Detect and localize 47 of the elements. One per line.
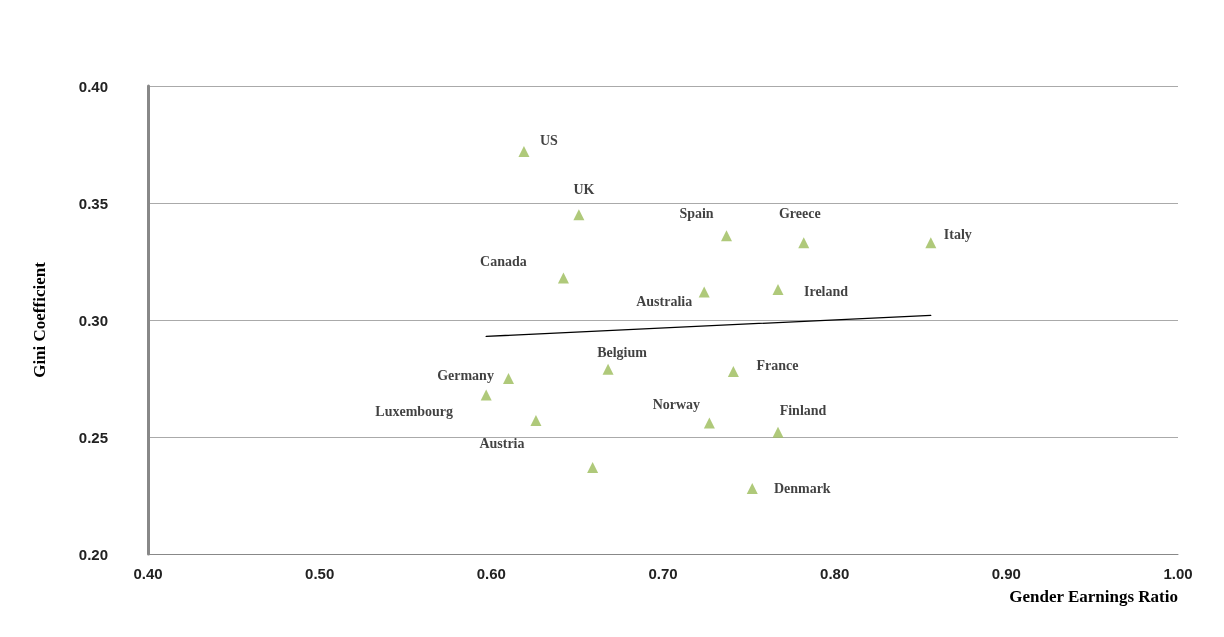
point <box>530 415 542 427</box>
annotation: France <box>756 357 799 373</box>
annotation: Finland <box>779 402 827 418</box>
x-tick-label: 0.40 <box>133 565 163 582</box>
x-axis-title: Gender Earnings Ratio <box>1009 587 1178 606</box>
annotation: Norway <box>652 397 701 413</box>
x-tick-label: 0.80 <box>820 565 850 582</box>
point <box>587 461 599 473</box>
x-tick-label: 0.90 <box>991 565 1021 582</box>
point <box>557 272 569 284</box>
point <box>573 209 585 221</box>
point <box>721 230 733 242</box>
y-tick-label: 0.20 <box>78 545 108 563</box>
annotation: Canada <box>480 254 527 270</box>
annotation: Greece <box>778 206 821 222</box>
y-tick-label: 0.35 <box>78 194 108 212</box>
annotation: Germany <box>437 368 494 383</box>
point <box>772 284 784 296</box>
point <box>746 482 758 494</box>
annotation: Austria <box>479 436 525 452</box>
x-tick-label: 0.50 <box>305 565 335 582</box>
point <box>772 426 784 438</box>
annotation: Ireland <box>803 284 849 300</box>
annotation: UK <box>573 182 595 198</box>
y-tick-label: 0.30 <box>78 311 108 329</box>
annotation: Italy <box>943 227 972 243</box>
annotation: Denmark <box>773 480 831 496</box>
point <box>503 373 514 384</box>
annotation: Belgium <box>597 344 648 360</box>
point <box>602 363 614 375</box>
annotation: Luxembourg <box>375 404 454 420</box>
annotation: Spain <box>679 206 714 222</box>
y-tick-label: 0.25 <box>78 428 108 446</box>
x-tick-label: 1.00 <box>1163 565 1193 582</box>
point <box>798 237 810 249</box>
point <box>518 146 530 158</box>
x-tick-label: 0.70 <box>648 565 678 582</box>
y-axis-title: Gini Coefficient <box>30 261 49 378</box>
annotation: Australia <box>636 294 693 310</box>
y-tick-label: 0.40 <box>78 77 108 95</box>
point <box>703 417 715 429</box>
annotation: US <box>540 133 559 149</box>
point <box>698 286 710 298</box>
point <box>727 365 739 377</box>
point <box>480 389 492 401</box>
point <box>925 237 937 249</box>
x-tick-label: 0.60 <box>476 565 506 582</box>
